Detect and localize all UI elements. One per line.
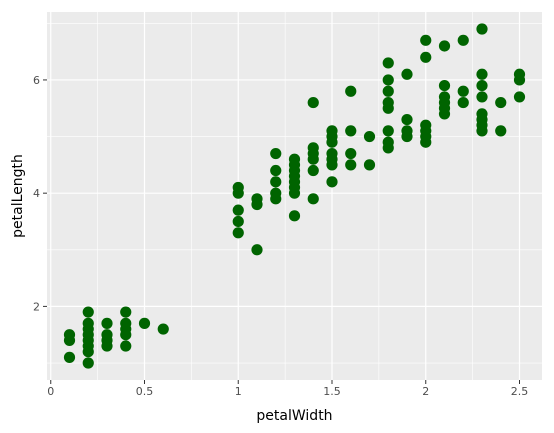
data-point [232, 181, 244, 194]
data-point [232, 215, 244, 228]
data-point [382, 85, 394, 97]
data-point [420, 119, 432, 131]
data-point [457, 34, 469, 46]
data-point [420, 51, 432, 63]
data-point [120, 340, 132, 352]
data-point [457, 85, 469, 97]
data-point [345, 147, 357, 160]
data-point [307, 193, 319, 205]
data-point [120, 317, 132, 329]
data-point [382, 96, 394, 109]
data-point [307, 96, 319, 109]
data-point [232, 227, 244, 239]
data-point [382, 74, 394, 86]
data-point [382, 136, 394, 148]
data-point [307, 142, 319, 154]
data-point [82, 306, 94, 318]
data-point [476, 80, 488, 92]
grid-minor [47, 12, 542, 380]
data-point [251, 244, 263, 256]
data-point [363, 130, 376, 143]
data-point [270, 187, 282, 199]
x-tick-label: 2 [422, 385, 429, 398]
x-axis-title: petalWidth [256, 408, 332, 424]
y-tick-label: 6 [33, 74, 40, 87]
data-point [82, 357, 94, 369]
data-point [345, 85, 357, 97]
data-point [401, 113, 413, 126]
data-point [157, 323, 169, 335]
data-point [288, 210, 301, 222]
data-point [82, 317, 94, 329]
data-point [63, 329, 76, 341]
y-tick-label: 4 [33, 187, 40, 200]
x-tick-label: 1.5 [323, 385, 341, 398]
data-point [420, 34, 432, 46]
data-point [476, 23, 488, 35]
data-point [401, 68, 413, 80]
data-point [288, 153, 301, 165]
y-tick-label: 2 [33, 300, 40, 313]
data-points [63, 23, 526, 369]
data-point [270, 176, 282, 188]
data-point [345, 125, 357, 137]
x-tick-label: 2.5 [511, 385, 529, 398]
data-point [63, 351, 76, 363]
data-point [438, 80, 451, 92]
data-point [232, 204, 244, 216]
x-tick-label: 0 [47, 385, 54, 398]
data-point [476, 91, 488, 103]
data-point [495, 125, 507, 137]
y-axis-title: petalLength [10, 154, 26, 238]
data-point [101, 317, 113, 329]
data-point [363, 159, 376, 171]
data-point [326, 125, 338, 137]
data-point [438, 40, 451, 52]
data-point [513, 68, 526, 80]
data-point [307, 164, 319, 177]
data-point [138, 317, 151, 329]
data-point [438, 91, 451, 103]
data-point [476, 68, 488, 80]
data-point [382, 125, 394, 137]
data-point [326, 176, 338, 188]
data-point [345, 159, 357, 171]
data-point [120, 306, 132, 318]
data-point [382, 57, 394, 69]
data-point [270, 164, 282, 177]
y-axis: 2 4 6 [33, 74, 47, 313]
data-point [251, 193, 263, 205]
data-point [270, 147, 282, 160]
data-point [513, 91, 526, 103]
data-point [326, 147, 338, 160]
x-tick-label: 0.5 [136, 385, 154, 398]
x-axis: 0 0.5 1 1.5 2 2.5 [47, 380, 528, 398]
data-point [495, 96, 507, 109]
data-point [476, 108, 488, 120]
data-point [401, 125, 413, 137]
x-tick-label: 1 [235, 385, 242, 398]
data-point [101, 329, 113, 341]
data-point [457, 96, 469, 109]
